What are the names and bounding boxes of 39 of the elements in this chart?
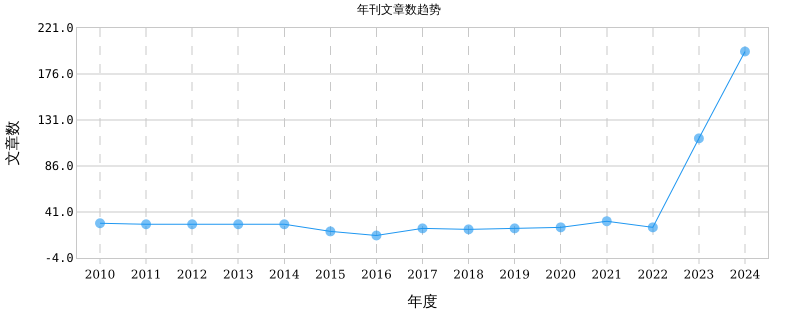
point bbox=[233, 219, 244, 230]
point bbox=[371, 230, 382, 241]
point bbox=[648, 222, 658, 232]
x-tick-label: 2022 bbox=[638, 267, 668, 282]
x-tick-label: 2021 bbox=[591, 267, 622, 282]
x-tick-label: 2019 bbox=[499, 267, 530, 282]
x-tick-label: 2018 bbox=[453, 267, 484, 282]
point bbox=[187, 219, 198, 230]
x-tick-label: 2015 bbox=[315, 267, 346, 282]
y-tick-label: -4.0 bbox=[44, 251, 74, 266]
point bbox=[602, 216, 612, 226]
x-tick-label: 2020 bbox=[545, 267, 576, 282]
x-tick-label: 2023 bbox=[684, 267, 714, 282]
x-tick-label: 2014 bbox=[269, 267, 300, 282]
point bbox=[325, 226, 336, 236]
y-axis-title: 文章数 bbox=[4, 120, 22, 166]
point bbox=[694, 133, 704, 144]
x-tick-label: 2011 bbox=[130, 267, 162, 282]
x-tick-label: 2013 bbox=[222, 267, 254, 282]
point bbox=[141, 219, 152, 230]
point bbox=[556, 222, 566, 232]
point bbox=[510, 223, 520, 234]
x-axis-title: 年度 bbox=[408, 292, 438, 310]
point bbox=[464, 224, 474, 234]
x-tick-label: 2010 bbox=[84, 267, 116, 282]
y-tick-label: 41.0 bbox=[44, 205, 74, 220]
point bbox=[418, 223, 428, 234]
x-tick-label: 2024 bbox=[730, 267, 761, 282]
y-tick-label: 176.0 bbox=[37, 67, 74, 82]
x-tick-label: 2016 bbox=[361, 267, 392, 282]
y-tick-label: 131.0 bbox=[37, 113, 74, 128]
y-tick-label: 221.0 bbox=[37, 21, 74, 36]
point bbox=[279, 219, 290, 230]
y-tick-label: 86.0 bbox=[44, 159, 74, 174]
x-tick-label: 2017 bbox=[407, 267, 438, 282]
point bbox=[740, 46, 750, 57]
chart-title: 年刊文章数趋势 bbox=[357, 2, 441, 16]
point bbox=[95, 218, 106, 228]
x-tick-label: 2012 bbox=[176, 267, 208, 282]
